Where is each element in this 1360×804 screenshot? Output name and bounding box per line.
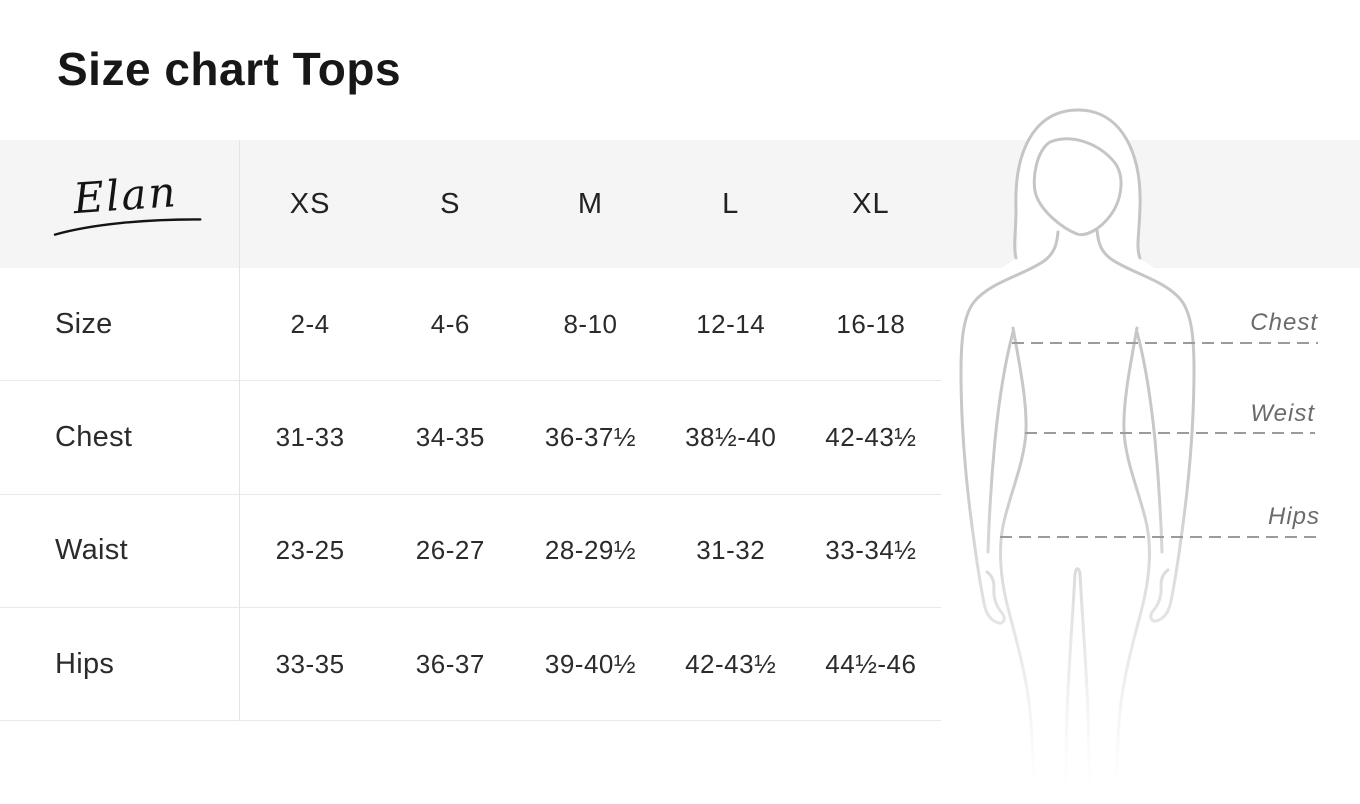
- table-cell: 16-18: [836, 308, 906, 339]
- table-cell: 42-43½: [685, 648, 777, 679]
- table-cell: 12-14: [696, 308, 766, 339]
- table-row-waist: Waist 23-25 26-27 28-29½ 31-32 33-34½: [0, 495, 941, 608]
- table-cell: 4-6: [430, 308, 470, 339]
- table-cell: 8-10: [563, 308, 618, 339]
- table-cell: 34-35: [415, 421, 485, 452]
- left-leg-inseam-line: [1064, 572, 1077, 790]
- column-header-xl: XL: [852, 187, 890, 220]
- logo-underline-swash: [53, 218, 202, 236]
- table-header-row: Elan XS S M L XL: [0, 140, 941, 268]
- row-label-chest: Chest: [55, 420, 133, 453]
- table-cell: 33-35: [275, 648, 345, 679]
- table-cell: 44½-46: [825, 648, 917, 679]
- right-inner-arm-line: [1135, 330, 1164, 554]
- table-cell: 2-4: [290, 308, 330, 339]
- table-cell: 36-37: [415, 648, 485, 679]
- table-cell: 36-37½: [544, 421, 637, 452]
- table-row-hips: Hips 33-35 36-37 39-40½ 42-43½ 44½-46: [0, 608, 941, 722]
- table-cell: 38½-40: [685, 421, 777, 452]
- measurement-label-chest: Chest: [1250, 309, 1318, 336]
- table-cell: 31-32: [696, 535, 766, 566]
- column-header-s: S: [440, 187, 461, 220]
- left-inner-arm-line: [986, 330, 1015, 554]
- body-silhouette-fill: [960, 110, 1196, 804]
- measurement-label-hips: Hips: [1267, 503, 1320, 530]
- column-header-m: M: [577, 187, 604, 220]
- table-row-chest: Chest 31-33 34-35 36-37½ 38½-40 42-43½: [0, 381, 941, 495]
- table-row-size: Size 2-4 4-6 8-10 12-14 16-18: [0, 268, 941, 382]
- column-header-l: L: [722, 187, 740, 220]
- hair-outline: [1013, 108, 1142, 260]
- table-cell: 26-27: [415, 535, 485, 566]
- right-leg-inseam-line: [1078, 572, 1091, 790]
- table-cell: 31-33: [275, 421, 345, 452]
- table-cell: 42-43½: [825, 421, 917, 452]
- column-divider: [239, 140, 240, 721]
- table-cell: 33-34½: [825, 535, 917, 566]
- table-cell: 23-25: [275, 535, 345, 566]
- right-hand-outline: [1149, 568, 1173, 623]
- row-label-size: Size: [55, 307, 113, 340]
- right-shoulder-arm-outline: [1095, 228, 1196, 603]
- column-header-xs: XS: [289, 187, 331, 220]
- page-title: Size chart Tops: [57, 43, 402, 95]
- brand-logo-text: Elan: [71, 167, 180, 224]
- size-chart-table: Elan XS S M L XL Size 2-4 4-6 8-10 12-14…: [0, 140, 941, 722]
- table-cell: 39-40½: [544, 648, 637, 679]
- row-label-waist: Waist: [55, 534, 128, 567]
- right-torso-line: [1115, 326, 1151, 778]
- face-outline: [1032, 137, 1123, 237]
- row-label-hips: Hips: [55, 647, 115, 680]
- left-shoulder-arm-outline: [959, 230, 1060, 605]
- brand-logo: Elan: [0, 167, 242, 242]
- left-torso-line: [999, 326, 1035, 778]
- table-cell: 28-29½: [544, 535, 637, 566]
- crotch-line: [1073, 567, 1082, 576]
- left-hand-outline: [982, 570, 1006, 625]
- female-body-outline-illustration: [959, 108, 1320, 804]
- measurement-label-waist: Weist: [1250, 400, 1315, 427]
